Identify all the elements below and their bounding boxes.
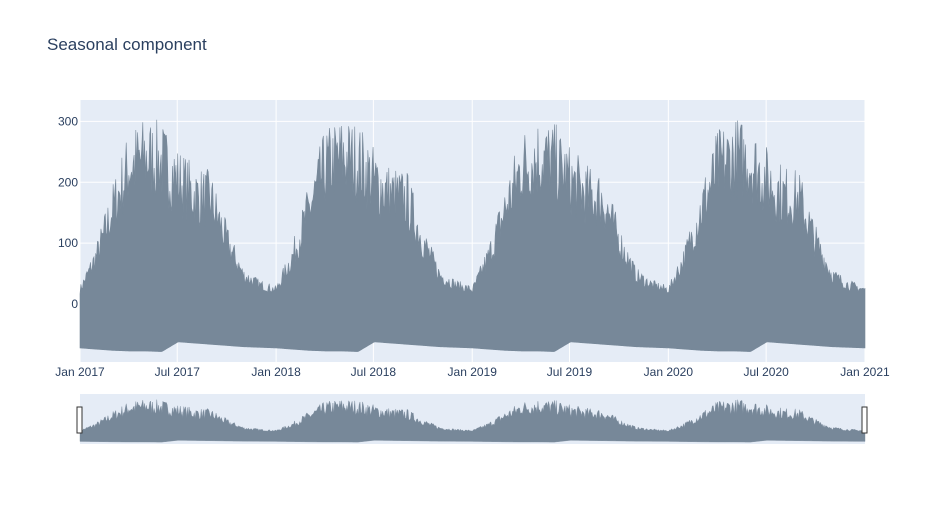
- y-tick-label: 300: [58, 114, 78, 128]
- range-slider-series: [79, 399, 866, 443]
- x-tick-label: Jan 2019: [448, 365, 498, 379]
- x-tick-label: Jul 2018: [351, 365, 397, 379]
- y-axis: 0 100 200 300: [58, 114, 78, 311]
- range-slider-handle-right[interactable]: [861, 406, 868, 434]
- range-slider-area: [79, 399, 866, 443]
- y-tick-label: 100: [58, 236, 78, 250]
- y-tick-label: 200: [58, 175, 78, 189]
- chart-title: Seasonal component: [47, 35, 207, 54]
- series-seasonal: [79, 119, 866, 352]
- x-tick-label: Jul 2020: [743, 365, 789, 379]
- x-tick-label: Jul 2017: [155, 365, 201, 379]
- x-tick-label: Jul 2019: [547, 365, 593, 379]
- y-tick-label: 0: [71, 297, 78, 311]
- seasonal-area: [79, 119, 866, 352]
- x-tick-label: Jan 2018: [251, 365, 301, 379]
- x-axis: Jan 2017 Jul 2017 Jan 2018 Jul 2018 Jan 2019…: [55, 365, 890, 379]
- x-tick-label: Jan 2017: [55, 365, 105, 379]
- x-tick-label: Jan 2020: [644, 365, 694, 379]
- x-tick-label: Jan 2021: [840, 365, 890, 379]
- range-slider-handle-left[interactable]: [76, 406, 83, 434]
